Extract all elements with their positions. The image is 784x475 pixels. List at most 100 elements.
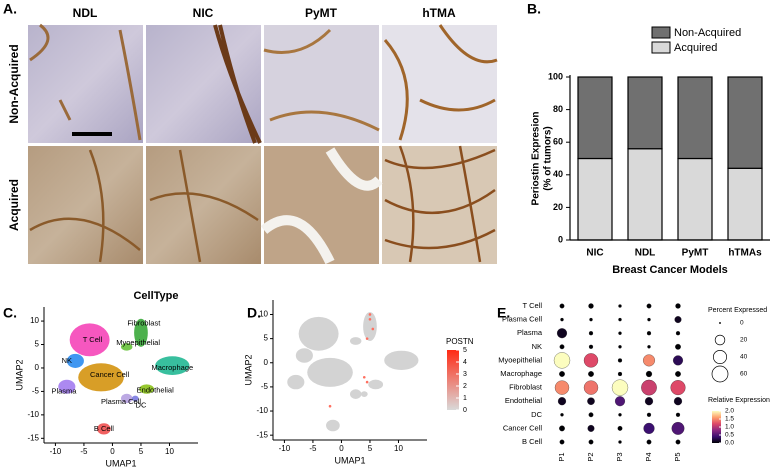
dot — [559, 344, 565, 350]
x-axis-label: Breast Cancer Models — [612, 264, 728, 276]
dot — [670, 380, 686, 396]
dot — [643, 422, 655, 434]
cell-cluster — [78, 363, 124, 392]
cluster-label: Plasma — [51, 386, 77, 395]
dot — [673, 397, 683, 406]
panel-label: B. — [527, 1, 541, 17]
cell-cluster — [121, 343, 133, 351]
y-tick-label: -10 — [256, 406, 268, 415]
stain — [213, 24, 262, 144]
cluster-label: Cancer Cell — [90, 370, 130, 379]
x-tick-label: 0 — [110, 447, 115, 456]
dot — [559, 439, 565, 445]
color-legend-label: 1.5 — [725, 416, 734, 423]
dot — [644, 397, 654, 406]
row-label: DC — [531, 410, 542, 419]
dot — [611, 379, 629, 396]
dot — [559, 371, 565, 377]
dot — [560, 317, 564, 322]
dot — [556, 328, 568, 339]
cell-cluster — [326, 419, 340, 432]
dot — [618, 345, 622, 349]
row-label: Plasma Cell — [502, 315, 542, 324]
y-tick-label: -15 — [256, 430, 268, 439]
legend-label: Non-Acquired — [674, 27, 741, 39]
panel-label: A. — [3, 1, 17, 17]
size-legend-dot — [714, 334, 726, 346]
row-label: Cancer Cell — [503, 423, 543, 432]
bar-segment — [677, 76, 713, 160]
dot — [588, 439, 594, 445]
x-tick-label: 10 — [394, 444, 403, 453]
colorbar-tick-label: 2 — [463, 383, 467, 390]
row-label: Acquired — [7, 179, 21, 231]
chart-title: CellType — [133, 290, 178, 302]
y-tick-label: 10 — [30, 316, 39, 325]
cell-cluster — [350, 337, 362, 345]
y-tick-label: 5 — [264, 334, 269, 343]
x-tick-label: -5 — [80, 447, 88, 456]
row-label: Non-Acquired — [7, 44, 21, 123]
x-tick-label: -10 — [279, 444, 291, 453]
dot — [557, 397, 567, 406]
panel-label: D. — [247, 305, 261, 321]
cell-cluster — [298, 316, 339, 351]
colorbar-tick-label: 5 — [463, 347, 467, 354]
y-tick-label: 0 — [558, 234, 563, 244]
x-tick-label: -5 — [309, 444, 317, 453]
column-label: P5 — [673, 452, 682, 461]
micrograph — [28, 146, 143, 264]
micrographs — [28, 23, 498, 265]
dot — [560, 413, 564, 417]
x-tick-label: NIC — [586, 248, 603, 259]
y-tick-label: -10 — [27, 410, 39, 419]
color-legend-label: 2.0 — [725, 408, 734, 415]
y-axis-label: Periostin Expresion — [531, 112, 542, 206]
color-legend-bar — [712, 411, 721, 443]
dot — [587, 424, 595, 432]
row-label: Macrophage — [500, 369, 542, 378]
cluster-label: Myoepithelial — [116, 338, 160, 347]
dot — [675, 371, 681, 377]
colorbar-title: POSTN — [446, 337, 474, 346]
y-axis-label: (% of tumors) — [543, 126, 554, 190]
dot — [645, 370, 653, 378]
stain — [263, 28, 380, 132]
cluster-label: Macrophage — [151, 363, 193, 372]
x-tick-label: -10 — [50, 447, 62, 456]
y-tick-label: 10 — [259, 310, 268, 319]
panel-label: C. — [3, 305, 17, 321]
cell-cluster — [69, 323, 110, 357]
row-label: Myoepithelial — [498, 355, 542, 364]
cell-cluster — [287, 374, 305, 390]
bar-segment — [677, 157, 713, 241]
x-axis-label: UMAP1 — [105, 458, 136, 468]
color-legend-title: Relative Expression — [708, 397, 770, 404]
dot — [554, 380, 570, 395]
colorbar-tick-label: 0 — [463, 407, 467, 414]
expressing-cell — [328, 404, 332, 408]
expressing-cell — [368, 318, 372, 321]
y-tick-label: 20 — [553, 202, 563, 212]
x-tick-label: 0 — [339, 444, 344, 453]
cell-cluster — [350, 389, 362, 399]
panel-label: E. — [497, 305, 510, 321]
bar-segment — [577, 157, 613, 241]
dot — [588, 303, 594, 309]
size-legend-title: Percent Expressed — [708, 307, 767, 314]
cell-cluster — [363, 312, 377, 342]
cluster-label: Plasma Cell — [101, 397, 141, 406]
dot — [587, 397, 595, 405]
x-tick-label: NDL — [635, 248, 656, 259]
dot — [646, 303, 652, 309]
dot — [646, 439, 652, 445]
dot — [617, 358, 623, 363]
colorbar — [447, 350, 459, 410]
row-label: NK — [532, 342, 542, 351]
dot — [618, 317, 622, 322]
cell-cluster — [155, 356, 190, 375]
dot — [617, 425, 623, 431]
colorbar-tick-label: 4 — [463, 359, 467, 366]
stain — [29, 149, 141, 263]
dot — [559, 303, 565, 309]
